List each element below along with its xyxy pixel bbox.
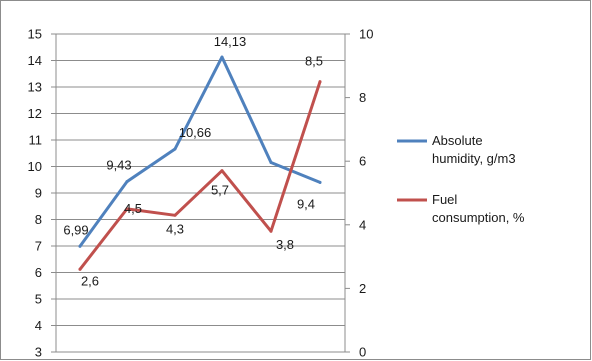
data-label: 8,5	[305, 54, 323, 69]
left-tick-label: 9	[35, 186, 42, 201]
left-axis-ticks: 3 4 5 6 7 8 9 10 11 12 13 14 15	[28, 27, 42, 360]
legend: Absolute humidity, g/m3 Fuel consumption, %	[397, 133, 525, 225]
data-label: 4,5	[124, 201, 142, 216]
data-label: 4,3	[166, 221, 184, 236]
series-point	[125, 180, 129, 184]
series-point	[78, 244, 82, 248]
right-tick-label: 8	[359, 90, 366, 105]
left-tick-label: 11	[29, 133, 43, 148]
data-label: 9,4	[297, 196, 315, 211]
series-point	[318, 180, 322, 184]
data-label: 3,8	[276, 237, 294, 252]
left-tick-label: 10	[28, 159, 42, 174]
axes	[51, 33, 350, 353]
series-point	[220, 169, 224, 173]
series-group	[78, 55, 322, 271]
left-tick-label: 8	[35, 212, 42, 227]
left-tick-label: 14	[28, 53, 42, 68]
series-point	[78, 267, 82, 271]
left-tick-label: 6	[35, 265, 42, 280]
data-label: 14,13	[214, 34, 247, 49]
left-tick-label: 4	[35, 318, 42, 333]
data-label: 9,43	[106, 158, 131, 173]
right-tick-label: 10	[359, 27, 373, 42]
data-label: 5,7	[211, 183, 229, 198]
series-point	[173, 213, 177, 217]
legend-label: humidity, g/m3	[432, 151, 516, 166]
legend-label: Fuel	[432, 192, 457, 207]
data-label: 2,6	[81, 273, 99, 288]
series-point	[220, 55, 224, 59]
left-tick-label: 15	[28, 27, 42, 42]
data-label: 10,66	[179, 125, 212, 140]
series-point	[269, 161, 273, 164]
right-tick-label: 6	[359, 154, 366, 169]
left-tick-label: 3	[35, 345, 42, 360]
series-point	[125, 207, 129, 211]
series-line-1	[78, 55, 322, 248]
legend-label: consumption, %	[432, 210, 525, 225]
legend-label: Absolute	[432, 133, 483, 148]
series-point	[173, 147, 177, 151]
right-tick-label: 2	[359, 281, 366, 296]
right-tick-label: 4	[359, 217, 366, 232]
left-tick-label: 5	[35, 292, 42, 307]
data-label: 6,99	[63, 222, 88, 237]
series-point	[318, 80, 322, 84]
right-axis-ticks: 0 2 4 6 8 10	[359, 27, 373, 360]
left-tick-label: 7	[35, 239, 42, 254]
data-labels: 6,99 9,43 10,66 14,13 9,4 2,6 4,5 4,3 5,7 3,8 8,5	[63, 34, 323, 288]
gridlines	[56, 33, 345, 353]
series-line-2	[78, 80, 322, 271]
left-tick-label: 13	[28, 80, 42, 95]
right-tick-label: 0	[359, 345, 366, 360]
left-tick-label: 12	[28, 106, 42, 121]
series-point	[269, 229, 273, 233]
